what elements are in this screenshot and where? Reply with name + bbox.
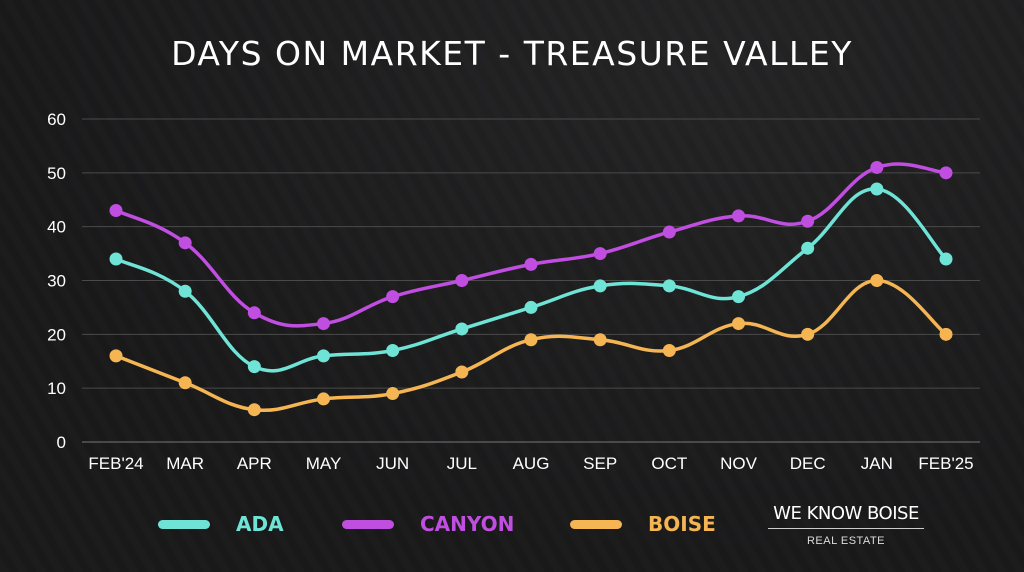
data-point-ada (178, 284, 192, 298)
legend-swatch (570, 519, 622, 529)
x-tick-label: FEB'25 (918, 454, 973, 473)
data-point-ada (593, 279, 607, 293)
logo-line2: REAL ESTATE (806, 535, 886, 547)
data-point-canyon (801, 214, 815, 228)
x-tick-label: FEB'24 (88, 454, 143, 473)
x-tick-label: SEP (583, 454, 617, 473)
x-tick-label: OCT (651, 454, 687, 473)
y-tick-label: 60 (47, 110, 66, 129)
x-tick-label: MAY (306, 454, 342, 473)
data-point-ada (317, 349, 330, 363)
data-point-ada (109, 252, 123, 266)
data-point-canyon (524, 257, 538, 271)
data-point-canyon (939, 166, 953, 180)
x-tick-label: NOV (720, 454, 758, 473)
y-tick-label: 50 (47, 164, 66, 183)
data-point-boise (247, 403, 261, 417)
data-point-boise (524, 333, 538, 347)
data-point-boise (662, 343, 676, 357)
data-point-ada (939, 252, 953, 266)
data-point-canyon (386, 290, 400, 304)
data-point-boise (317, 392, 330, 406)
legend-label: CANYON (420, 512, 515, 536)
x-tick-label: JUL (447, 454, 477, 473)
data-point-boise (732, 317, 745, 331)
data-point-canyon (178, 236, 192, 250)
legend-item-ada: ADA (158, 512, 284, 536)
data-point-ada (455, 322, 469, 336)
chart-title: DAYS ON MARKET - TREASURE VALLEY (171, 34, 853, 73)
data-point-ada (386, 343, 400, 357)
data-point-boise (939, 327, 953, 341)
data-point-ada (247, 360, 261, 374)
data-point-boise (178, 376, 192, 390)
data-point-canyon (455, 274, 469, 287)
legend-label: ADA (236, 512, 284, 536)
data-point-canyon (662, 225, 676, 239)
legend-swatch (158, 519, 210, 529)
data-point-canyon (870, 160, 884, 174)
y-tick-label: 20 (47, 325, 66, 344)
x-tick-label: JAN (861, 454, 893, 473)
y-tick-label: 30 (47, 272, 66, 291)
data-point-boise (109, 349, 123, 363)
data-point-boise (593, 333, 607, 347)
data-point-ada (662, 279, 676, 293)
data-point-boise (870, 274, 884, 287)
legend-label: BOISE (648, 512, 716, 536)
legend-item-canyon: CANYON (342, 512, 514, 536)
data-point-ada (524, 300, 538, 314)
x-tick-label: APR (237, 454, 272, 473)
data-point-ada (870, 182, 884, 196)
y-tick-label: 0 (57, 433, 66, 452)
data-point-boise (801, 327, 815, 341)
data-point-canyon (109, 204, 123, 218)
data-point-boise (455, 365, 469, 379)
data-point-canyon (732, 209, 745, 223)
data-point-canyon (247, 306, 261, 320)
x-tick-label: JUN (376, 454, 409, 473)
logo-line1: WE KNOW BOISE (768, 503, 924, 529)
x-tick-label: MAR (166, 454, 204, 473)
x-tick-label: AUG (513, 454, 550, 473)
y-tick-label: 10 (47, 379, 66, 398)
data-point-boise (386, 387, 400, 401)
data-point-canyon (317, 317, 330, 331)
y-tick-label: 40 (47, 218, 66, 237)
data-point-ada (732, 290, 745, 304)
legend-swatch (342, 519, 394, 529)
x-tick-label: DEC (790, 454, 826, 473)
data-point-canyon (593, 247, 607, 261)
data-point-ada (801, 241, 815, 255)
logo: WE KNOW BOISE REAL ESTATE (768, 503, 924, 547)
legend-item-boise: BOISE (570, 512, 716, 536)
